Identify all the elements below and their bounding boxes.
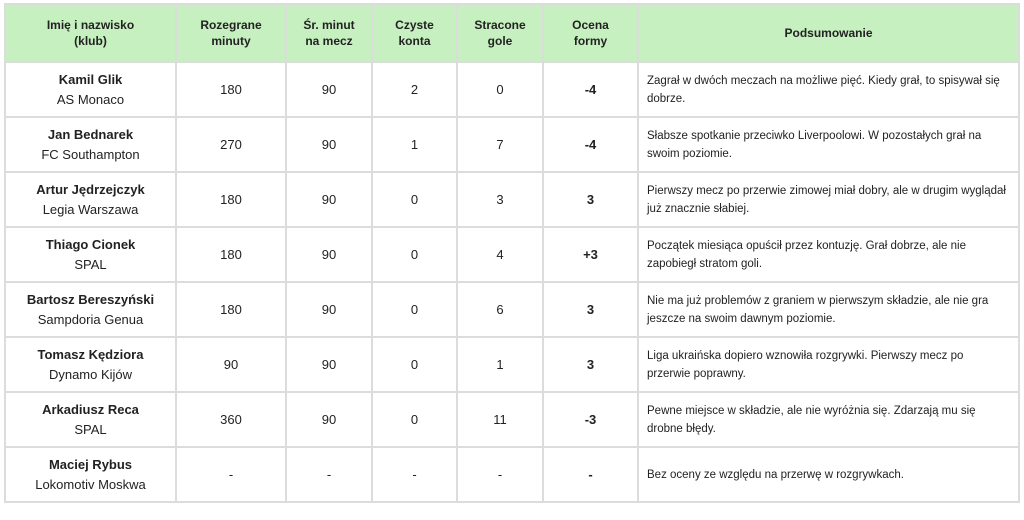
stat-cell: 2 (371, 61, 458, 118)
stats-table: Imię i nazwisko (klub) Rozegrane minuty Śr… (4, 3, 1020, 503)
player-club: FC Southampton (41, 146, 140, 162)
header-row: Imię i nazwisko (klub) Rozegrane minuty Śr… (4, 3, 1020, 63)
player-row: Tomasz Kędziora Dynamo Kijów 90 90 0 1 3 Liga u… (4, 336, 1020, 393)
summary-cell: Początek miesiąca opuścił przez kontuzję… (637, 226, 1020, 283)
stat-cell: 0 (371, 226, 458, 283)
stat-cell: 0 (456, 61, 544, 118)
player-cell: Arkadiusz Reca SPAL (4, 391, 177, 448)
column-header: Czyste konta (371, 3, 458, 63)
player-row: Thiago Cionek SPAL 180 90 0 4 +3 Początek miesi… (4, 226, 1020, 283)
form-rating: +3 (542, 226, 639, 283)
player-cell: Kamil Glik AS Monaco (4, 61, 177, 118)
player-club: SPAL (74, 256, 107, 272)
table-body: Kamil Glik AS Monaco 180 90 2 0 -4 Zagrał w dwó… (4, 61, 1020, 503)
stat-cell: 90 (285, 281, 373, 338)
stat-cell: 180 (175, 171, 287, 228)
column-header: Imię i nazwisko (klub) (4, 3, 177, 63)
summary-cell: Nie ma już problemów z graniem w pierwsz… (637, 281, 1020, 338)
form-rating: -3 (542, 391, 639, 448)
player-name: Maciej Rybus (48, 456, 133, 472)
stat-cell: 270 (175, 116, 287, 173)
player-cell: Maciej Rybus Lokomotiv Moskwa (4, 446, 177, 503)
form-rating: 3 (542, 171, 639, 228)
player-name: Thiago Cionek (45, 236, 136, 252)
player-name: Kamil Glik (58, 71, 123, 87)
stat-cell: 6 (456, 281, 544, 338)
player-row: Bartosz Bereszyński Sampdoria Genua 180 90 0… (4, 281, 1020, 338)
player-name: Tomasz Kędziora (37, 346, 144, 362)
form-rating: - (542, 446, 639, 503)
summary-cell: Zagrał w dwóch meczach na możliwe pięć. … (637, 61, 1020, 118)
player-club: Dynamo Kijów (48, 366, 133, 382)
player-club: SPAL (74, 421, 107, 437)
stat-cell: 0 (371, 391, 458, 448)
form-rating: -4 (542, 61, 639, 118)
form-rating: 3 (542, 336, 639, 393)
player-name: Bartosz Bereszyński (26, 291, 155, 307)
summary-cell: Słabsze spotkanie przeciwko Liverpoolowi… (637, 116, 1020, 173)
stat-cell: 90 (285, 116, 373, 173)
stat-cell: 4 (456, 226, 544, 283)
stat-cell: 1 (371, 116, 458, 173)
stat-cell: 180 (175, 61, 287, 118)
stat-cell: 180 (175, 281, 287, 338)
stat-cell: 0 (371, 171, 458, 228)
column-header: Ocena formy (542, 3, 639, 63)
form-rating: -4 (542, 116, 639, 173)
player-club: Lokomotiv Moskwa (35, 476, 146, 492)
player-cell: Tomasz Kędziora Dynamo Kijów (4, 336, 177, 393)
stat-cell: 90 (175, 336, 287, 393)
player-row: Maciej Rybus Lokomotiv Moskwa - - - - - Bez oce… (4, 446, 1020, 503)
summary-cell: Pewne miejsce w składzie, ale nie wyróżn… (637, 391, 1020, 448)
stat-cell: - (371, 446, 458, 503)
column-header: Podsumowanie (637, 3, 1020, 63)
summary-cell: Bez oceny ze względu na przerwę w rozgry… (637, 446, 1020, 503)
player-cell: Bartosz Bereszyński Sampdoria Genua (4, 281, 177, 338)
column-header: Śr. minut na mecz (285, 3, 373, 63)
player-row: Kamil Glik AS Monaco 180 90 2 0 -4 Zagrał w dwó… (4, 61, 1020, 118)
player-cell: Thiago Cionek SPAL (4, 226, 177, 283)
player-club: Legia Warszawa (42, 201, 139, 217)
player-row: Artur Jędrzejczyk Legia Warszawa 180 90 0 3 3 P… (4, 171, 1020, 228)
stat-cell: - (285, 446, 373, 503)
stat-cell: - (456, 446, 544, 503)
stat-cell: 0 (371, 336, 458, 393)
stat-cell: 0 (371, 281, 458, 338)
player-row: Arkadiusz Reca SPAL 360 90 0 11 -3 Pewne miejsc… (4, 391, 1020, 448)
stat-cell: 1 (456, 336, 544, 393)
player-club: AS Monaco (56, 91, 125, 107)
stat-cell: 90 (285, 336, 373, 393)
player-name: Arkadiusz Reca (42, 401, 139, 417)
stat-cell: 90 (285, 61, 373, 118)
summary-cell: Liga ukraińska dopiero wznowiła rozgrywk… (637, 336, 1020, 393)
stat-cell: 11 (456, 391, 544, 448)
player-cell: Jan Bednarek FC Southampton (4, 116, 177, 173)
stat-cell: 3 (456, 171, 544, 228)
stat-cell: 360 (175, 391, 287, 448)
player-club: Sampdoria Genua (37, 311, 144, 327)
player-cell: Artur Jędrzejczyk Legia Warszawa (4, 171, 177, 228)
player-name: Jan Bednarek (47, 126, 134, 142)
stat-cell: 90 (285, 226, 373, 283)
stat-cell: - (175, 446, 287, 503)
stat-cell: 7 (456, 116, 544, 173)
column-header: Rozegrane minuty (175, 3, 287, 63)
player-name: Artur Jędrzejczyk (36, 181, 145, 197)
column-header: Stracone gole (456, 3, 544, 63)
summary-cell: Pierwszy mecz po przerwie zimowej miał d… (637, 171, 1020, 228)
form-rating: 3 (542, 281, 639, 338)
stat-cell: 180 (175, 226, 287, 283)
stat-cell: 90 (285, 171, 373, 228)
player-row: Jan Bednarek FC Southampton 270 90 1 7 -4 Słabs… (4, 116, 1020, 173)
stat-cell: 90 (285, 391, 373, 448)
